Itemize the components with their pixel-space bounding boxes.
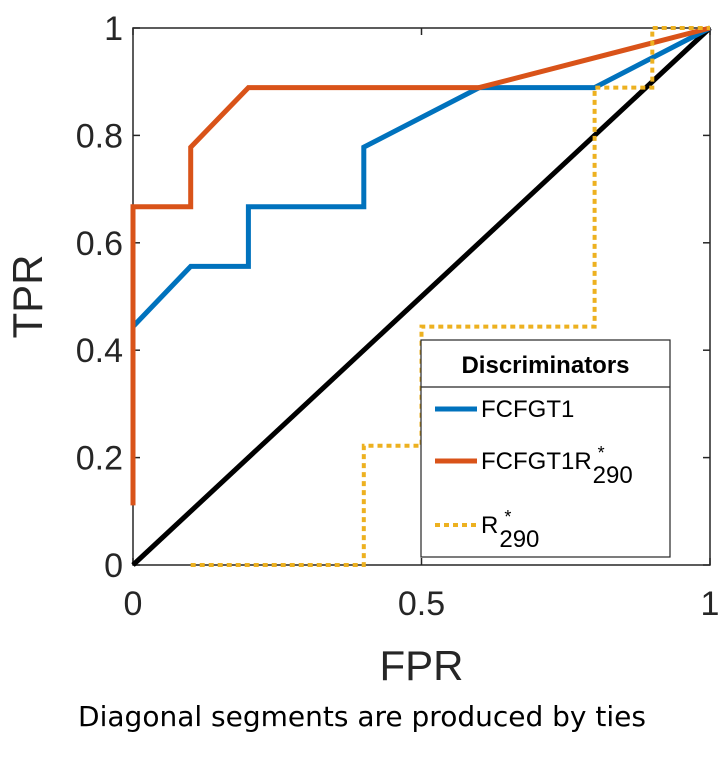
- series-layer: [130, 25, 712, 567]
- caption: Diagonal segments are produced by ties: [78, 700, 646, 733]
- tick-labels: 0 0.5 1 0 0.2 0.4 0.6 0.8 1: [76, 10, 720, 623]
- legend-entry-label: FCFGT1R: [481, 448, 592, 475]
- series-line-fcfgt1r-290: [130, 25, 711, 506]
- legend-entry-superscript: *: [598, 443, 605, 463]
- y-tick-label: 0: [104, 547, 123, 585]
- legend-title: Discriminators: [461, 352, 629, 379]
- roc-chart: 0 0.5 1 0 0.2 0.4 0.6 0.8 1 FPR TPR Discriminato…: [4, 10, 720, 689]
- y-tick-label: 0.8: [76, 117, 123, 155]
- series-line-chance: [131, 26, 712, 567]
- x-axis-label: FPR: [380, 642, 464, 689]
- legend-entry-subscript: 290: [499, 526, 539, 553]
- legend-entry-label: FCFGT1: [481, 396, 574, 423]
- y-tick-label: 0.4: [76, 332, 123, 370]
- series-line-fcfgt1: [131, 25, 712, 329]
- x-tick-label: 0.5: [398, 585, 445, 623]
- legend-entry-label: R: [481, 512, 498, 539]
- y-axis-label: TPR: [4, 255, 51, 339]
- y-tick-label: 0.6: [76, 225, 123, 263]
- legend-entry-superscript: *: [504, 507, 511, 527]
- legend-box: [420, 339, 671, 558]
- x-tick-label: 1: [701, 585, 720, 623]
- y-tick-label: 0.2: [76, 440, 123, 478]
- legend-entry-subscript: 290: [593, 462, 633, 489]
- x-tick-label: 0: [124, 585, 143, 623]
- y-tick-label: 1: [104, 10, 123, 48]
